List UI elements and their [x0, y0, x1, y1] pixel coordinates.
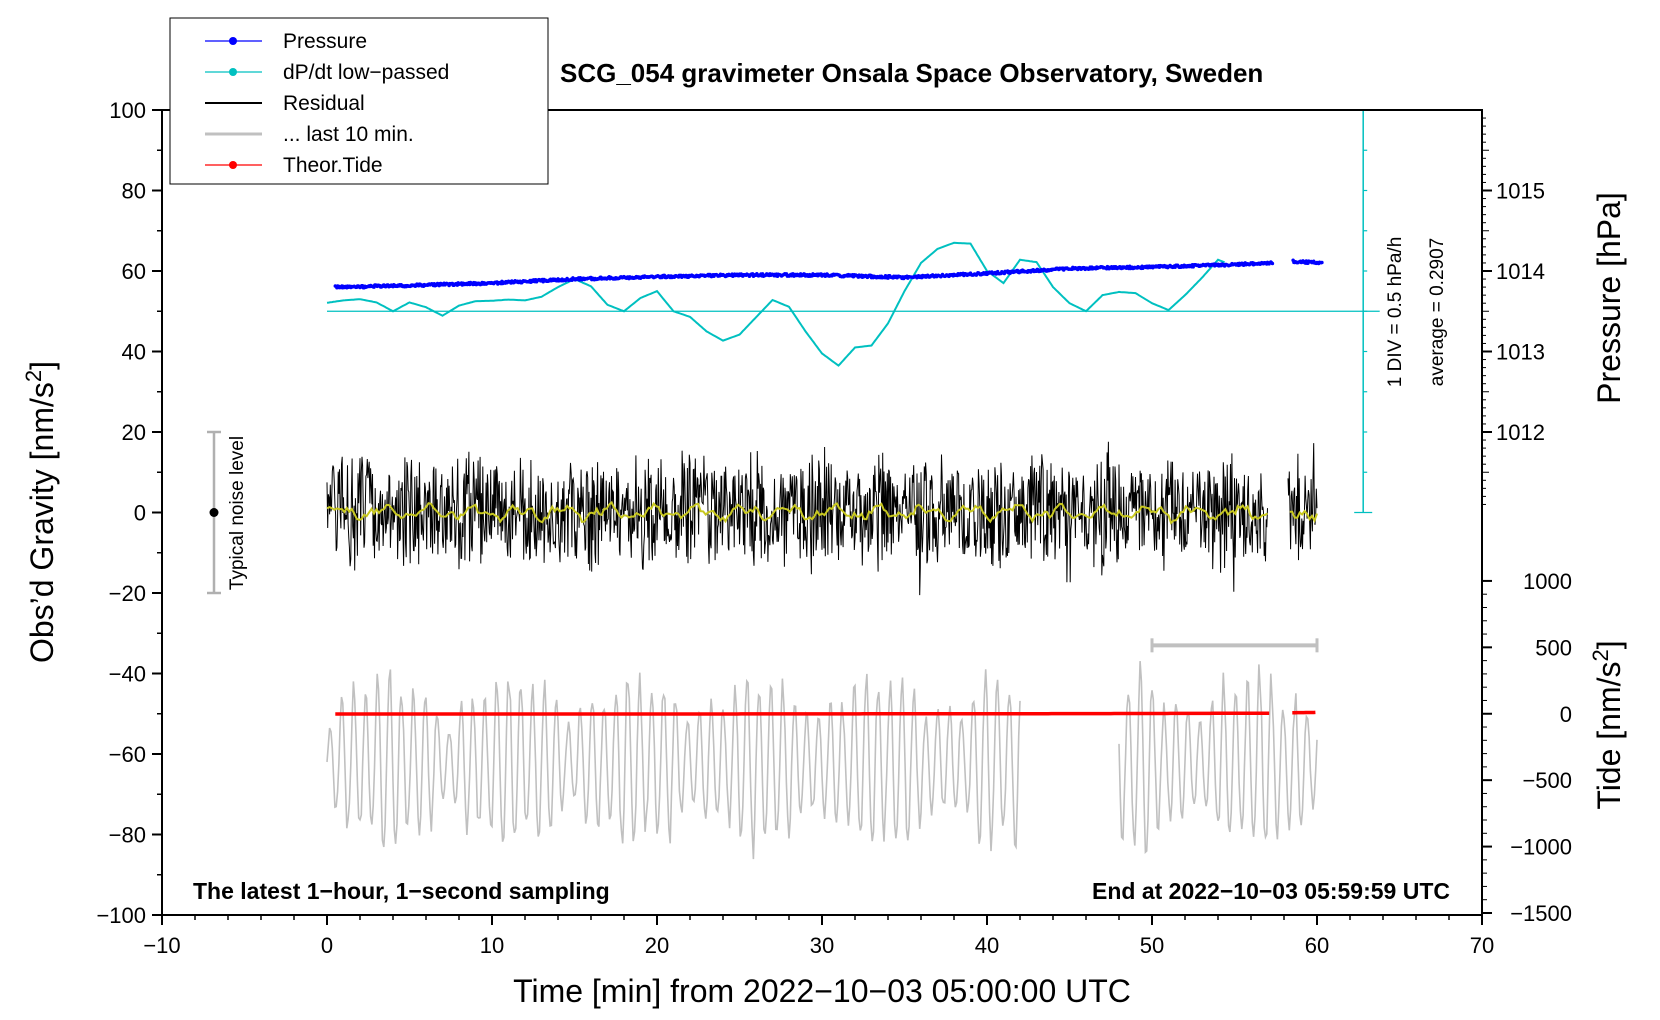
average-label: average = 0.2907	[1427, 238, 1448, 386]
y-axis-label-close: ]	[24, 361, 60, 370]
y-tick-label-left: −80	[109, 823, 146, 848]
noise-level-dot	[209, 508, 219, 517]
last-10-min-trace	[326, 669, 1021, 860]
y-tick-label-left: 40	[122, 340, 146, 365]
pressure-tick-label: 1015	[1496, 179, 1545, 204]
y-axis-label-exponent: 2	[21, 370, 46, 382]
x-tick-label: 40	[975, 933, 999, 958]
pressure-tick-label: 1014	[1496, 259, 1545, 284]
data-traces	[326, 109, 1380, 860]
y-tick-label-left: −100	[96, 903, 146, 928]
legend-marker	[229, 161, 237, 169]
y-tick-label-left: 0	[134, 501, 146, 526]
legend-label: ... last 10 min.	[283, 123, 414, 146]
tide-axis-label-close: ]	[1591, 640, 1627, 649]
x-tick-label: 60	[1305, 933, 1329, 958]
legend-label: Residual	[283, 92, 365, 115]
axes: −10 0 10 20 30 40 50 60 70100806040200−20−40−60−…	[96, 98, 1572, 958]
last-10-min-trace	[1118, 661, 1318, 854]
x-tick-label: 10	[480, 933, 504, 958]
x-tick-label: 20	[645, 933, 669, 958]
legend-label: Pressure	[283, 30, 367, 53]
x-axis-label: Time [min] from 2022−10−03 05:00:00 UTC	[513, 973, 1131, 1009]
x-tick-label: 30	[810, 933, 834, 958]
y-tick-label-left: −40	[109, 662, 146, 687]
legend-label: Theor.Tide	[283, 154, 383, 177]
bottom-right-note: End at 2022−10−03 05:59:59 UTC	[1092, 878, 1450, 904]
tide-tick-label: −1000	[1510, 835, 1572, 860]
legend-marker	[229, 68, 237, 76]
tide-tick-label: 500	[1535, 635, 1572, 660]
pressure-trace	[333, 258, 1324, 290]
x-tick-label: 50	[1140, 933, 1164, 958]
bottom-left-note: The latest 1−hour, 1−second sampling	[193, 878, 610, 904]
scale-label: 1 DIV = 0.5 hPa/h	[1385, 237, 1406, 388]
y-tick-label-left: −20	[109, 581, 146, 606]
noise-level-label: Typical noise level	[227, 436, 248, 590]
y-axis-label-text: Obs’d Gravity [nm/s	[24, 382, 60, 663]
tide-tick-label: −1500	[1510, 901, 1572, 926]
dpdt-trace	[326, 241, 1225, 367]
y-tick-label-left: 20	[122, 420, 146, 445]
x-tick-label: −10	[143, 933, 180, 958]
tide-tick-label: 0	[1560, 702, 1572, 727]
tide-tick-label: 1000	[1523, 569, 1572, 594]
tide-axis-label-exponent: 2	[1588, 649, 1613, 661]
y-tick-label-left: −60	[109, 742, 146, 767]
tide-tick-label: −500	[1522, 768, 1572, 793]
x-tick-label: 0	[321, 933, 333, 958]
legend: Pressure dP/dt low−passed Residual ... last…	[169, 17, 549, 185]
residual-smoothed-trace	[326, 500, 1318, 525]
legend-label: dP/dt low−passed	[283, 61, 449, 84]
y-tick-label-left: 60	[122, 259, 146, 284]
pressure-tick-label: 1013	[1496, 340, 1545, 365]
legend-box	[169, 17, 549, 185]
x-tick-label: 70	[1470, 933, 1494, 958]
legend-marker	[229, 37, 237, 45]
noise-indicator: Typical noise level	[207, 430, 248, 595]
y-axis-label-left: Obs’d Gravity [nm/s2]	[21, 361, 61, 663]
pressure-tick-label: 1012	[1496, 420, 1545, 445]
y-tick-label-left: 80	[122, 179, 146, 204]
pressure-axis-label: Pressure [hPa]	[1591, 192, 1627, 404]
chart-title: SCG_054 gravimeter Onsala Space Observat…	[560, 58, 1263, 88]
tide-axis-label: Tide [nm/s2]	[1588, 640, 1628, 809]
y-tick-label-left: 100	[109, 98, 146, 123]
tide-axis-label-text: Tide [nm/s	[1591, 661, 1627, 809]
tide-trace	[335, 711, 1270, 716]
